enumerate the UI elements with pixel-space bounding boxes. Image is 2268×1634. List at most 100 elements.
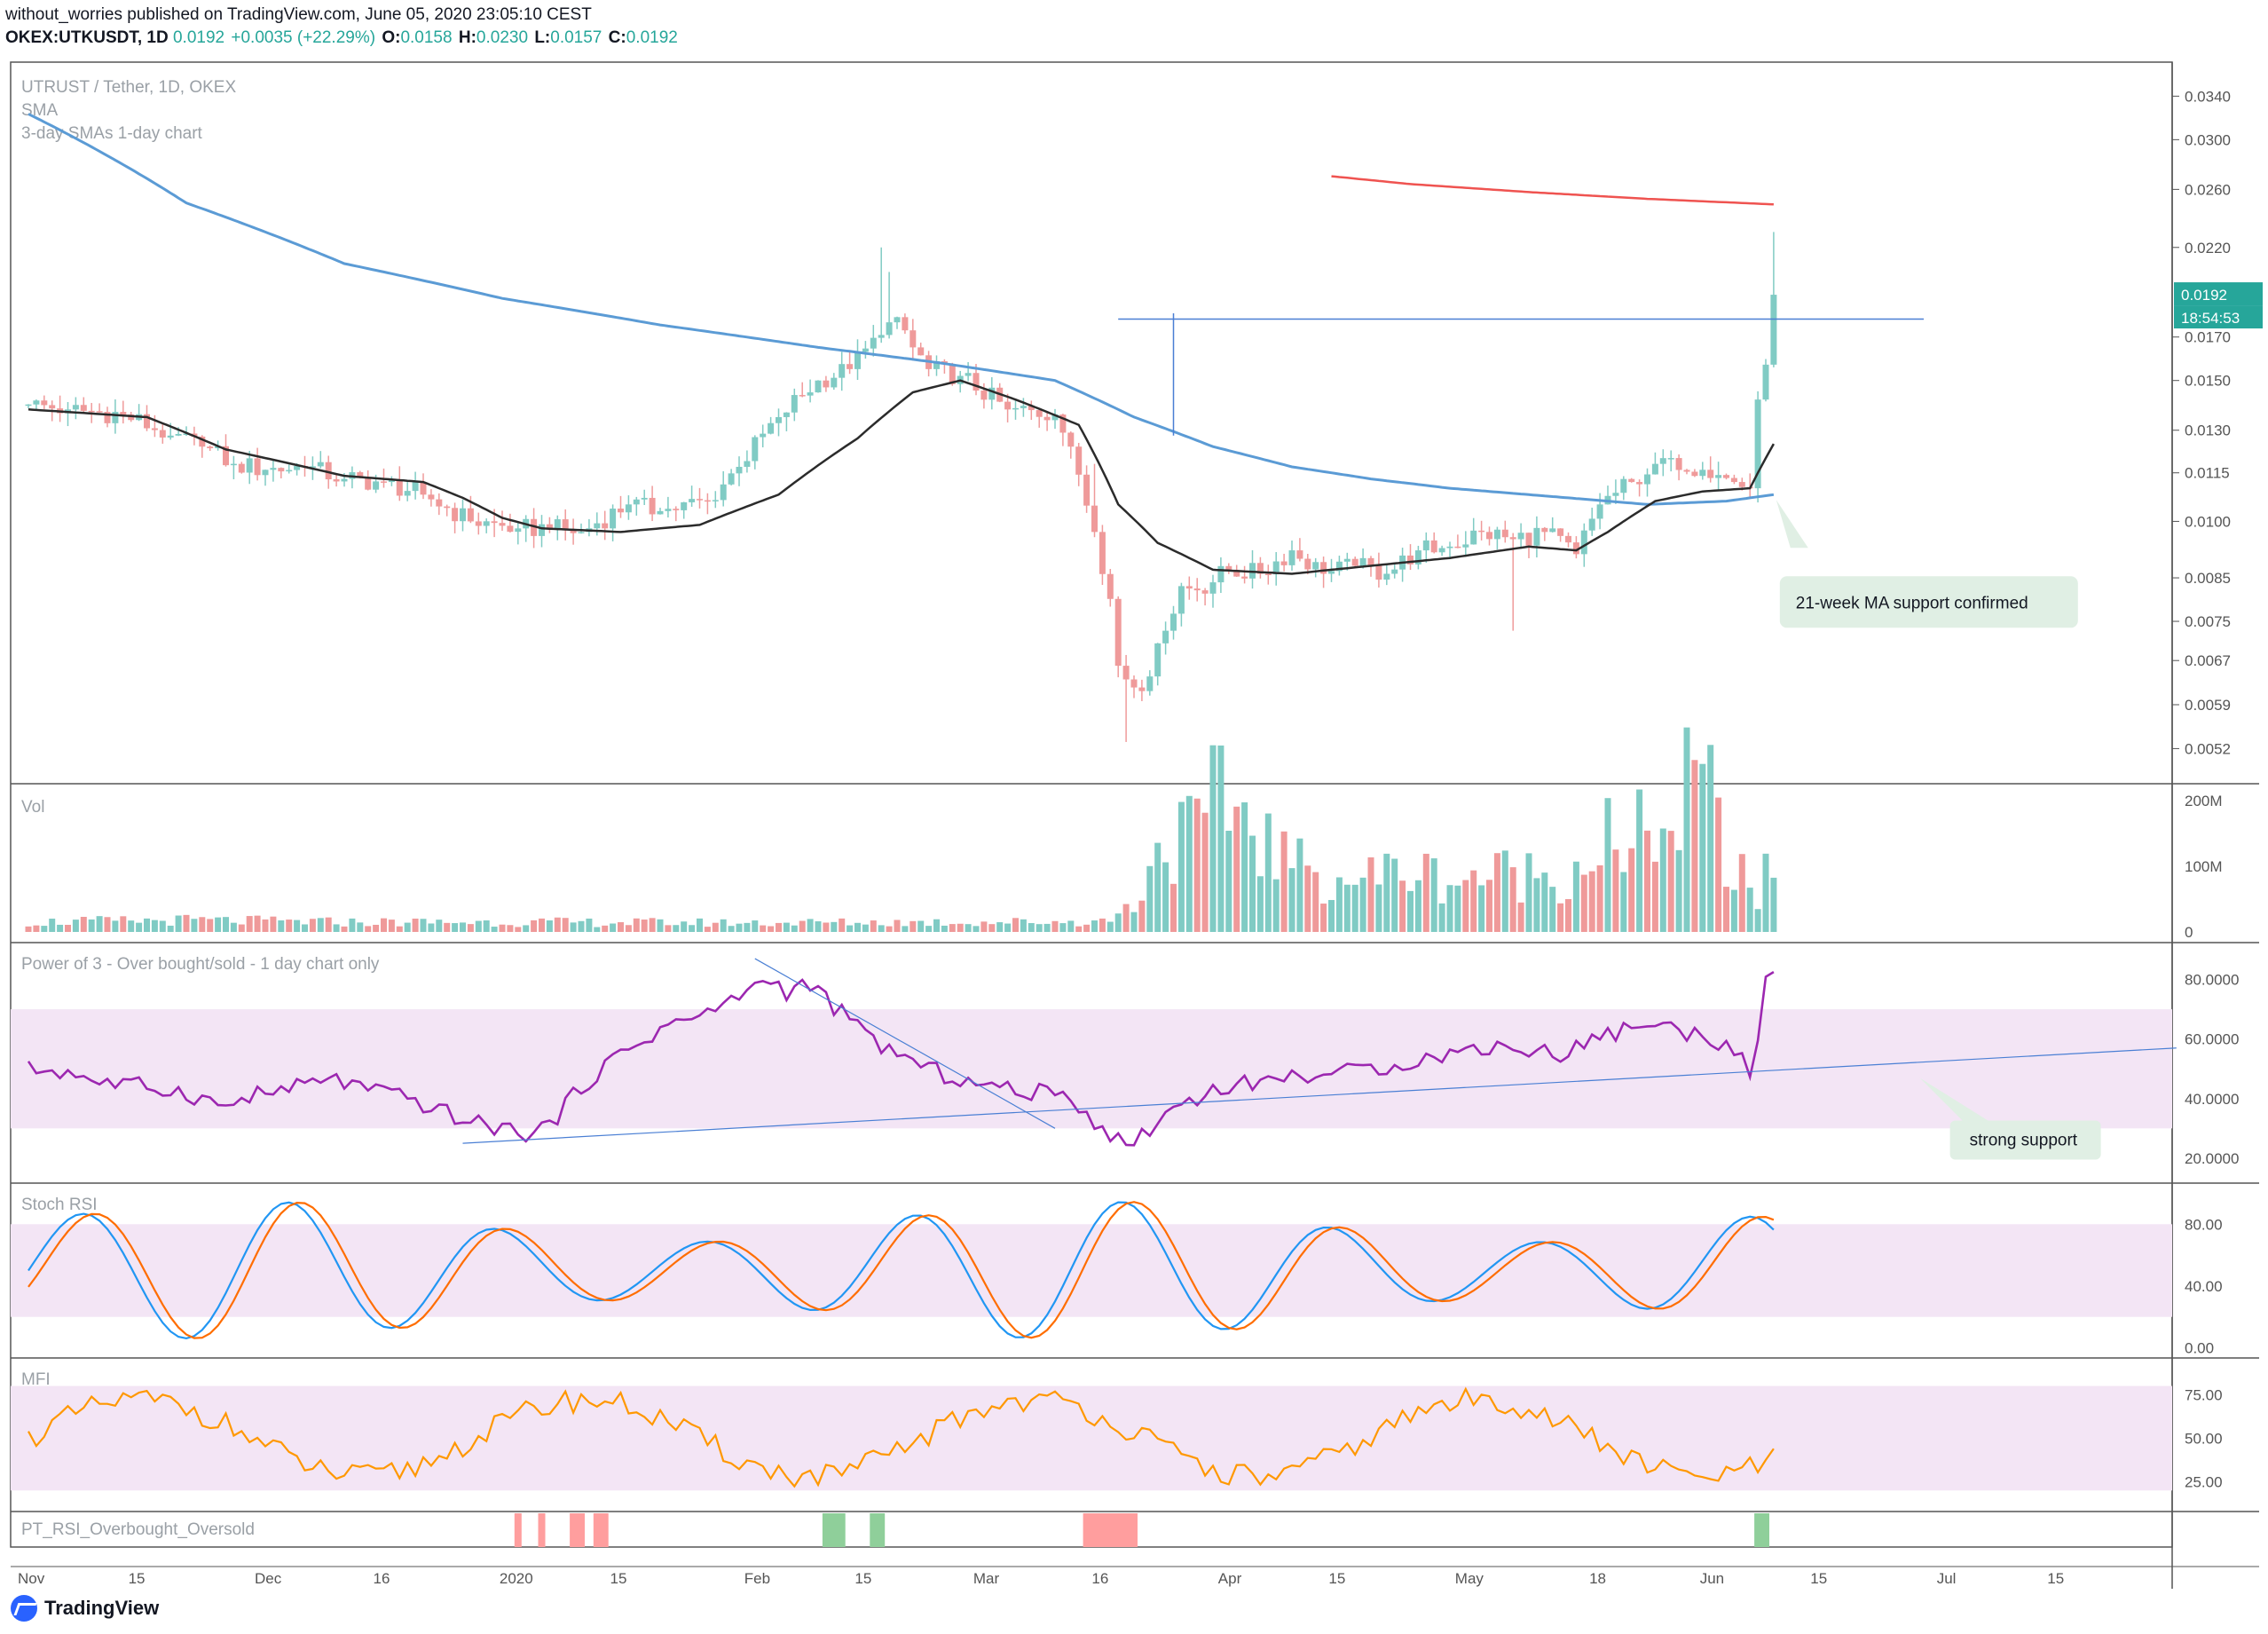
candle-up — [515, 528, 522, 533]
candle-up — [1146, 676, 1154, 691]
volume-bar — [1099, 918, 1106, 932]
close-label: C: — [608, 28, 626, 47]
volume-bar — [1359, 877, 1366, 932]
time-tick-label: Jun — [1700, 1570, 1724, 1587]
volume-bar — [1454, 885, 1461, 932]
candle-down — [673, 509, 680, 510]
time-tick-label: Feb — [744, 1570, 770, 1587]
price-tick-label: 0.0052 — [2185, 740, 2231, 757]
candle-down — [823, 380, 830, 388]
price-tick-label: 0.0067 — [2185, 652, 2231, 669]
candle-up — [1620, 478, 1627, 493]
volume-bar — [980, 921, 988, 932]
support-note-pointer — [1919, 1077, 1991, 1123]
oscillator-title: Power of 3 - Over bought/sold - 1 day ch… — [21, 955, 380, 974]
volume-bar — [1644, 830, 1650, 932]
volume-bar — [933, 919, 940, 932]
candle-up — [965, 373, 972, 376]
volume-bar — [776, 922, 782, 932]
candle-down — [1430, 540, 1437, 553]
candle-up — [72, 405, 79, 410]
volume-bar — [996, 922, 1004, 932]
candle-down — [444, 506, 451, 509]
volume-bar — [657, 919, 664, 932]
candle-up — [783, 412, 790, 417]
note-pointer — [1776, 500, 1808, 549]
candle-up — [1209, 582, 1217, 594]
candle-down — [238, 463, 245, 473]
candle-up — [1549, 528, 1556, 533]
volume-bar — [452, 923, 459, 932]
volume-bar — [870, 920, 877, 932]
price-tick-label: 0.0085 — [2185, 570, 2231, 587]
volume-bar — [1604, 798, 1611, 932]
pt-rsi-green-bar — [870, 1513, 886, 1547]
candle-down — [649, 497, 656, 515]
candle-up — [862, 348, 869, 352]
candle-up — [791, 395, 798, 413]
volume-bar — [467, 924, 474, 932]
candle-down — [1075, 446, 1083, 475]
candle-up — [752, 437, 759, 462]
candle-down — [199, 436, 206, 447]
oscillator-tick-label: 40.00 — [2185, 1278, 2223, 1295]
last-price-tag-label: 0.0192 — [2181, 287, 2227, 304]
candle-down — [1043, 416, 1051, 421]
candle-down — [697, 499, 703, 501]
low-label: L: — [534, 28, 551, 47]
volume-bar — [112, 920, 119, 932]
candle-down — [491, 521, 498, 524]
candle-up — [744, 461, 751, 467]
volume-bar — [412, 918, 419, 932]
candle-up — [1699, 470, 1706, 477]
candle-down — [1509, 537, 1516, 540]
volume-bar — [1106, 921, 1114, 932]
candle-down — [278, 468, 285, 472]
stoch-d-line — [28, 1201, 1775, 1339]
volume-bar — [1059, 923, 1067, 932]
time-tick-label: Mar — [973, 1570, 1000, 1587]
volume-bar — [444, 922, 451, 932]
candle-down — [452, 508, 459, 522]
volume-bar — [215, 917, 222, 932]
volume-bar — [1738, 854, 1745, 932]
volume-bar — [902, 926, 909, 932]
volume-bar — [270, 916, 277, 932]
volume-bar — [1256, 876, 1264, 932]
candle-down — [1304, 558, 1311, 570]
candle-up — [689, 499, 696, 502]
candle-down — [507, 525, 514, 533]
candle-down — [1525, 533, 1532, 546]
candle-up — [175, 433, 182, 436]
volume-bar — [1683, 727, 1690, 932]
candle-down — [80, 405, 87, 411]
volume-bar — [507, 925, 514, 932]
candle-down — [1351, 558, 1358, 566]
candle-up — [736, 466, 743, 474]
rsi-trendline — [754, 958, 1056, 1129]
volume-bar — [341, 926, 348, 932]
candle-up — [1288, 550, 1295, 565]
volume-bar — [618, 922, 624, 932]
candle-down — [144, 414, 150, 429]
tradingview-brand[interactable]: TradingView — [11, 1595, 159, 1622]
candle-up — [610, 509, 617, 529]
volume-bar — [847, 925, 854, 932]
candle-down — [396, 479, 403, 496]
candle-down — [436, 499, 443, 507]
volume-bar — [262, 919, 269, 932]
oscillator-band — [11, 1385, 2172, 1491]
volume-bar — [167, 925, 174, 932]
candle-up — [657, 510, 664, 515]
volume-bar — [144, 918, 150, 932]
volume-bar — [1225, 830, 1232, 932]
volume-bar — [1004, 923, 1012, 932]
candle-down — [1114, 598, 1122, 667]
candle-down — [1723, 475, 1729, 478]
volume-bar — [736, 923, 743, 932]
candle-up — [1493, 529, 1500, 540]
volume-bar — [1580, 874, 1587, 932]
volume-bar — [1525, 853, 1532, 932]
candle-down — [1264, 573, 1272, 575]
volume-tick-label: 0 — [2185, 924, 2193, 941]
